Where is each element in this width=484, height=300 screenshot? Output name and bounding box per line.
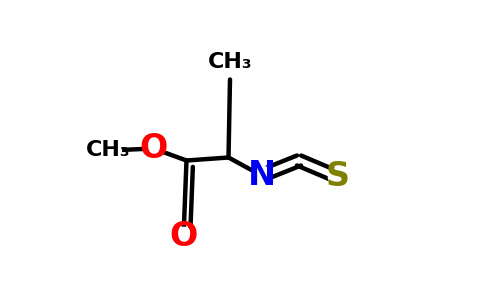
Text: O: O: [139, 132, 167, 165]
Text: CH₃: CH₃: [86, 140, 130, 160]
Circle shape: [329, 167, 348, 187]
Text: CH₃: CH₃: [208, 52, 252, 71]
Text: N: N: [247, 159, 275, 192]
Text: O: O: [169, 220, 197, 254]
Circle shape: [144, 139, 163, 158]
Text: S: S: [326, 160, 350, 194]
Circle shape: [216, 48, 243, 75]
Circle shape: [252, 166, 271, 185]
Circle shape: [174, 227, 193, 247]
Circle shape: [94, 136, 121, 164]
